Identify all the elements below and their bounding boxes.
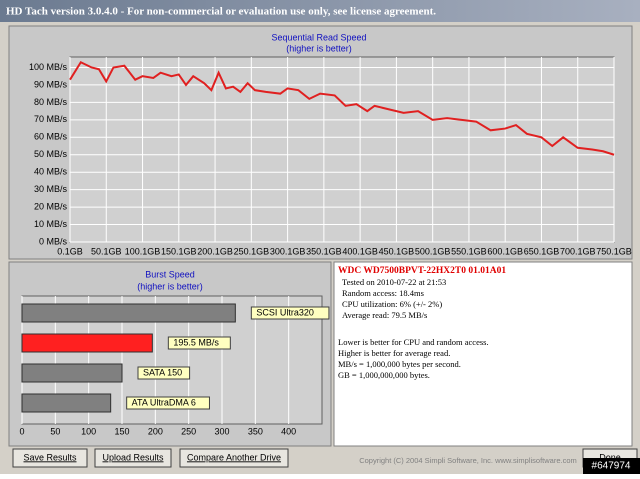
footer: Copyright (C) 2004 Simpli Software, Inc.… [359, 456, 577, 465]
x-tick-label: 50.1GB [91, 246, 122, 256]
y-tick-label: 90 MB/s [34, 79, 68, 89]
y-tick-label: 70 MB/s [34, 114, 68, 124]
x-tick-label: 200 [148, 426, 163, 436]
info-panel [333, 261, 633, 447]
y-tick-label: 10 MB/s [34, 219, 68, 229]
burst-subtitle: (higher is better) [137, 281, 203, 291]
y-tick-label: 0 MB/s [39, 236, 68, 246]
x-tick-label: 400.1GB [342, 246, 378, 256]
x-tick-label: 50 [50, 426, 60, 436]
info-note: Lower is better for CPU and random acces… [338, 337, 489, 347]
button-label[interactable]: Save Results [23, 452, 77, 462]
x-tick-label: 300.1GB [270, 246, 306, 256]
x-tick-label: 550.1GB [451, 246, 487, 256]
x-tick-label: 450.1GB [379, 246, 415, 256]
x-tick-label: 350 [248, 426, 263, 436]
window-title: HD Tach version 3.0.4.0 - For non-commer… [6, 6, 436, 18]
read-subtitle: (higher is better) [286, 43, 352, 53]
x-tick-label: 700.1GB [560, 246, 596, 256]
x-tick-label: 400 [281, 426, 296, 436]
x-tick-label: 150.1GB [161, 246, 197, 256]
x-tick-label: 100 [81, 426, 96, 436]
button[interactable] [179, 448, 289, 468]
title-bar [0, 0, 640, 22]
button[interactable] [94, 448, 172, 468]
bar-label-box [137, 366, 191, 380]
info-line: Random access: 18.4ms [342, 288, 424, 298]
button[interactable] [12, 448, 88, 468]
burst-bar [21, 363, 123, 383]
y-tick-label: 80 MB/s [34, 97, 68, 107]
watermark: #647974 [592, 461, 631, 472]
x-tick-label: 650.1GB [524, 246, 560, 256]
bar-label: SCSI Ultra320 [256, 307, 314, 317]
y-tick-label: 100 MB/s [29, 62, 68, 72]
y-tick-label: 20 MB/s [34, 201, 68, 211]
x-tick-label: 500.1GB [415, 246, 451, 256]
bar-label: ATA UltraDMA 6 [132, 397, 196, 407]
x-tick-label: 0 [19, 426, 24, 436]
x-tick-label: 200.1GB [197, 246, 233, 256]
info-line: Tested on 2010-07-22 at 21:53 [342, 277, 446, 287]
y-tick-label: 40 MB/s [34, 167, 68, 177]
info-line: Average read: 79.5 MB/s [342, 310, 427, 320]
x-tick-label: 600.1GB [487, 246, 523, 256]
y-tick-label: 50 MB/s [34, 149, 68, 159]
x-tick-label: 750.1GB [596, 246, 632, 256]
bar-label-box [250, 306, 330, 320]
read-line [69, 60, 615, 156]
watermark-bg [583, 458, 640, 474]
x-tick-label: 100.1GB [125, 246, 161, 256]
x-tick-label: 250 [181, 426, 196, 436]
y-tick-label: 60 MB/s [34, 132, 68, 142]
x-tick-label: 350.1GB [306, 246, 342, 256]
x-tick-label: 0.1GB [57, 246, 83, 256]
bar-label-box [126, 396, 210, 410]
read-title: Sequential Read Speed [271, 32, 366, 42]
drive-name: WDC WD7500BPVT-22HX2T0 01.01A01 [338, 266, 506, 276]
bar-label-box [167, 336, 231, 350]
x-tick-label: 250.1GB [234, 246, 270, 256]
burst-title: Burst Speed [145, 269, 195, 279]
bar-label: 195.5 MB/s [173, 337, 219, 347]
bar-label: SATA 150 [143, 367, 182, 377]
button-label[interactable]: Compare Another Drive [187, 452, 281, 462]
burst-bar [21, 333, 153, 353]
info-note: MB/s = 1,000,000 bytes per second. [338, 359, 461, 369]
button-label[interactable]: Upload Results [102, 452, 164, 462]
info-note: Higher is better for average read. [338, 348, 450, 358]
burst-bar [21, 303, 236, 323]
x-tick-label: 300 [214, 426, 229, 436]
info-note: GB = 1,000,000,000 bytes. [338, 370, 430, 380]
burst-bar [21, 393, 112, 413]
button-label[interactable]: Done [599, 452, 621, 462]
x-tick-label: 150 [114, 426, 129, 436]
info-line: CPU utilization: 6% (+/- 2%) [342, 299, 442, 309]
y-tick-label: 30 MB/s [34, 184, 68, 194]
